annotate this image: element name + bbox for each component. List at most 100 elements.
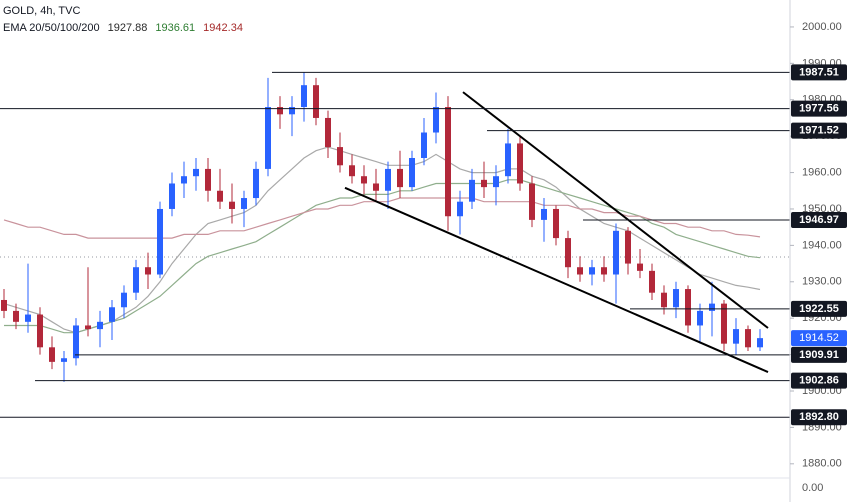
candle-body [373, 183, 379, 191]
candle-body [253, 168, 259, 199]
candle-body [589, 267, 595, 275]
candle-body [445, 107, 451, 217]
candle-body [157, 208, 163, 275]
candle-body [73, 325, 79, 359]
candle-body [301, 85, 307, 108]
candle-body [97, 321, 103, 330]
level-tag [791, 409, 847, 426]
candle-body [673, 289, 679, 308]
candle-body [661, 292, 667, 308]
y-tick-label: 1880.00 [802, 458, 842, 470]
y-tick-label: 1940.00 [802, 239, 842, 251]
candle-body [697, 310, 703, 326]
level-tag [791, 372, 847, 389]
candle-body [61, 358, 67, 362]
candle-body [757, 338, 763, 348]
candle-body [313, 85, 319, 118]
candle-body [733, 329, 739, 344]
trendline [344, 186, 769, 373]
candle-body [325, 117, 331, 148]
level-label: 1902.86 [799, 374, 839, 386]
candle-body [709, 303, 715, 311]
candle-body [529, 183, 535, 220]
trendline [462, 91, 769, 329]
candle-body [133, 267, 139, 293]
candle-body [205, 168, 211, 191]
candle-body [493, 176, 499, 188]
candle-body [637, 263, 643, 271]
level-tag [791, 100, 847, 117]
y-tick-label: 1930.00 [802, 276, 842, 288]
candle-body [685, 289, 691, 326]
candle-body [25, 314, 31, 322]
candle-body [217, 190, 223, 202]
level-label: 1987.51 [799, 66, 839, 78]
level-label: 1892.80 [799, 411, 839, 423]
plot-area [0, 71, 790, 418]
ema-line [3, 197, 761, 239]
candle-body [121, 292, 127, 308]
candle-body [421, 132, 427, 158]
level-tag [791, 122, 847, 139]
level-tag [791, 64, 847, 81]
candle-body [229, 201, 235, 209]
candle-body [541, 208, 547, 220]
candle-body [385, 168, 391, 191]
lower-pane-label: 0.00 [802, 482, 823, 494]
candle-body [469, 179, 475, 202]
level-label: 1977.56 [799, 103, 839, 115]
level-tag [791, 300, 847, 317]
candle-body [721, 303, 727, 344]
candle-body [625, 230, 631, 264]
symbol-title: GOLD, 4h, TVC [3, 5, 80, 17]
candle-body [517, 143, 523, 184]
candle-body [553, 208, 559, 239]
level-tag [791, 346, 847, 363]
candle-body [337, 147, 343, 166]
candle-body [13, 310, 19, 322]
candle-body [169, 183, 175, 209]
candle-body [601, 267, 607, 275]
level-label: 1971.52 [799, 125, 839, 137]
candle-body [193, 168, 199, 177]
indicator-label: EMA 20/50/100/200 [3, 22, 100, 34]
ema-line [3, 146, 761, 334]
candle-body [37, 314, 43, 348]
candle-body [409, 157, 415, 188]
y-tick-label: 1960.00 [802, 166, 842, 178]
candle-body [241, 198, 247, 209]
ema-line [4, 179, 761, 334]
candle-body [277, 107, 283, 115]
candle-body [145, 267, 151, 275]
level-label: 1909.91 [799, 349, 839, 361]
legend-value: 1942.34 [203, 22, 243, 34]
candle-body [649, 270, 655, 293]
level-label: 1946.97 [799, 214, 839, 226]
legend-value: 1927.88 [108, 22, 148, 34]
y-tick-label: 2000.00 [802, 21, 842, 33]
candle-body [181, 176, 187, 184]
level-tag [791, 211, 847, 228]
candle-body [457, 201, 463, 217]
candle-body [613, 230, 619, 275]
legend-value: 1936.61 [155, 22, 195, 34]
candle-body [85, 325, 91, 330]
candle-body [481, 179, 487, 188]
axis-labels: 1880.001890.001900.001910.001920.001930.… [790, 21, 847, 470]
candle-body [349, 165, 355, 177]
level-label: 1922.55 [799, 303, 839, 315]
candle-body [289, 107, 295, 115]
candle-body [265, 107, 271, 169]
candle-body [565, 238, 571, 268]
candle-body [577, 267, 583, 275]
candle-body [397, 168, 403, 188]
candle-body [1, 299, 7, 311]
y-tick-label: 1950.00 [802, 203, 842, 215]
candle-body [49, 347, 55, 362]
price-label: 1914.52 [799, 332, 839, 344]
candle-body [433, 107, 439, 133]
candle-body [361, 176, 367, 184]
candle-body [505, 143, 511, 177]
